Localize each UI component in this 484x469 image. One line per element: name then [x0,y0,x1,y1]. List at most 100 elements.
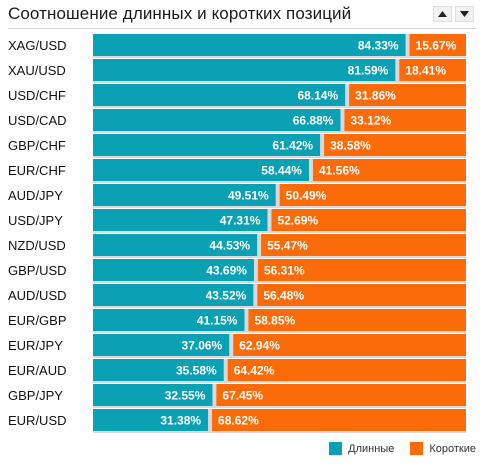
bar-row: GBP/JPY 32.55% 67.45% [8,384,466,408]
long-bar [93,409,209,431]
short-value-label: 50.49% [286,189,327,203]
bar-row: GBP/CHF 61.42% 38.58% [8,134,466,158]
short-value-label: 56.31% [264,264,305,278]
bar-row: EUR/AUD 35.58% 64.42% [8,359,466,383]
short-bar [261,234,466,256]
short-bar [312,159,466,181]
triangle-up-icon [438,11,447,17]
long-bar [93,34,406,56]
long-bar [93,359,224,381]
short-value-label: 41.56% [319,164,360,178]
legend-label-short: Короткие [429,442,476,455]
long-bar [93,109,341,131]
short-bar [279,184,466,206]
bar-row: XAU/USD 81.59% 18.41% [8,59,466,83]
category-label: GBP/JPY [8,388,63,403]
bar-row: USD/CHF 68.14% 31.86% [8,84,466,108]
sort-up-button[interactable] [433,6,452,22]
legend-item-short: Короткие [410,442,476,455]
short-bar [271,209,466,231]
short-bar [257,259,466,281]
category-label: USD/CHF [8,88,66,103]
category-label: EUR/CHF [8,163,66,178]
sort-controls [433,6,474,22]
long-value-label: 32.55% [165,389,206,403]
long-value-label: 81.59% [348,64,389,78]
category-label: NZD/USD [8,238,66,253]
short-bar [216,384,466,406]
long-value-label: 66.88% [293,114,334,128]
short-bar [227,359,466,381]
long-bar [93,184,276,206]
long-value-label: 43.69% [206,264,247,278]
short-value-label: 52.69% [277,214,318,228]
legend-swatch-short [410,442,424,455]
short-value-label: 62.94% [239,339,280,353]
long-value-label: 49.51% [228,189,269,203]
long-value-label: 37.06% [182,339,223,353]
short-value-label: 67.45% [222,389,263,403]
title-divider [8,28,476,29]
long-value-label: 84.33% [358,39,399,53]
bar-row: AUD/JPY 49.51% 50.49% [8,184,466,208]
short-value-label: 68.62% [218,414,259,428]
short-bar [248,309,466,331]
long-value-label: 43.52% [206,289,247,303]
bar-row: EUR/GBP 41.15% 58.85% [8,309,466,333]
category-label: GBP/USD [8,263,67,278]
category-label: EUR/GBP [8,313,67,328]
long-bar [93,284,254,306]
bar-row: USD/JPY 47.31% 52.69% [8,209,466,233]
sort-down-button[interactable] [455,6,474,22]
category-label: GBP/CHF [8,138,66,153]
short-bar [344,109,466,131]
long-bar [93,259,254,281]
long-value-label: 35.58% [176,364,217,378]
legend-item-long: Длинные [329,442,394,455]
short-value-label: 55.47% [267,239,308,253]
bar-row: GBP/USD 43.69% 56.31% [8,259,466,283]
category-label: AUD/USD [8,288,67,303]
category-label: USD/JPY [8,213,63,228]
short-value-label: 38.58% [330,139,371,153]
legend-swatch-long [329,442,343,455]
bar-row: USD/CAD 66.88% 33.12% [8,109,466,133]
bar-row: EUR/USD 31.38% 68.62% [8,409,466,433]
short-bar [399,59,466,81]
long-bar [93,309,245,331]
long-bar [93,334,230,356]
long-bar [93,209,268,231]
long-short-bar-chart: XAG/USD 84.33% 15.67% XAU/USD 81.59% 18.41% US… [8,34,466,433]
long-value-label: 61.42% [272,139,313,153]
short-value-label: 58.85% [254,314,295,328]
category-label: EUR/AUD [8,363,67,378]
category-label: USD/CAD [8,113,67,128]
category-label: EUR/USD [8,413,67,428]
short-value-label: 15.67% [416,39,457,53]
short-bar [233,334,466,356]
short-bar [257,284,466,306]
long-bar [93,384,213,406]
short-bar [324,134,466,156]
triangle-down-icon [460,11,469,17]
legend-label-long: Длинные [348,442,395,455]
bar-row: EUR/CHF 58.44% 41.56% [8,159,466,183]
legend: Длинные Короткие [313,442,476,455]
category-label: AUD/JPY [8,188,63,203]
short-bar [212,409,466,431]
long-bar [93,59,396,81]
long-bar [93,134,321,156]
long-value-label: 58.44% [261,164,302,178]
short-value-label: 31.86% [355,89,396,103]
short-bar [409,34,466,56]
long-value-label: 31.38% [160,414,201,428]
short-value-label: 56.48% [263,289,304,303]
long-value-label: 47.31% [220,214,261,228]
category-label: XAG/USD [8,38,67,53]
short-value-label: 33.12% [350,114,391,128]
short-value-label: 18.41% [405,64,446,78]
long-value-label: 44.53% [209,239,250,253]
short-bar [349,84,466,106]
chart-title: Соотношение длинных и коротких позиций [8,4,352,23]
long-value-label: 41.15% [197,314,238,328]
